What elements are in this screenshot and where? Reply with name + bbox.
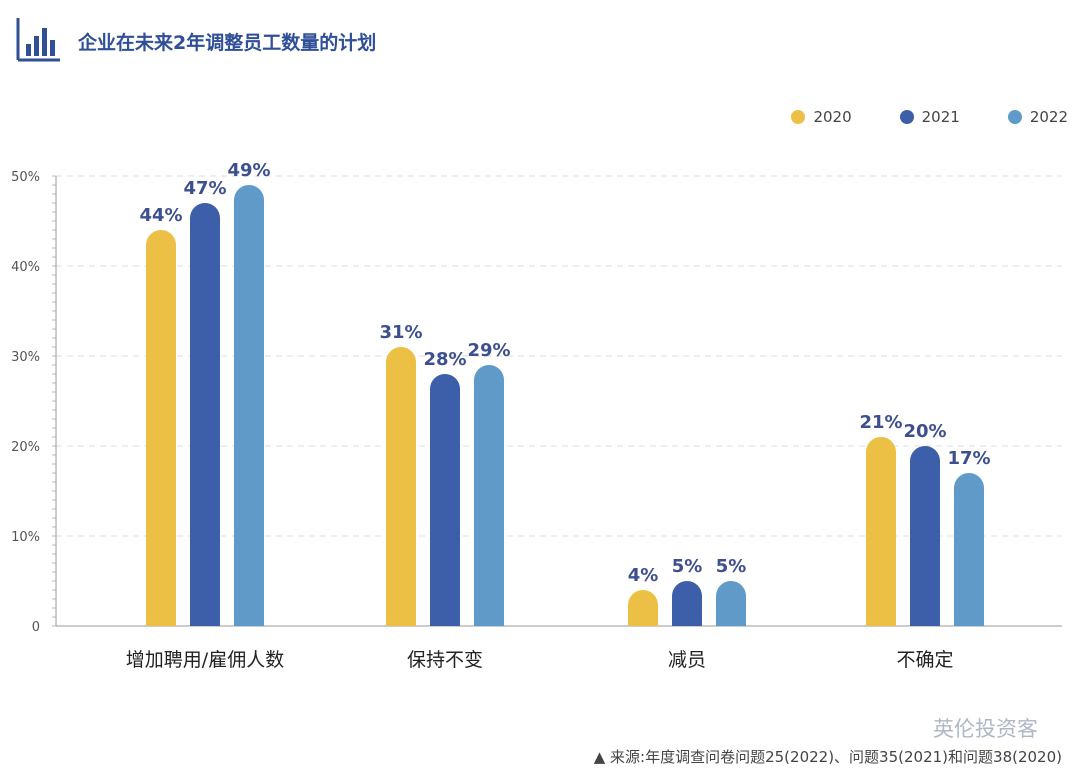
legend-label-2020: 2020 bbox=[813, 108, 852, 126]
legend-label-2021: 2021 bbox=[921, 108, 960, 126]
legend-marker-2020 bbox=[791, 110, 806, 124]
legend-marker-2022 bbox=[1007, 110, 1022, 124]
bar bbox=[430, 374, 460, 626]
bar bbox=[234, 185, 264, 626]
watermark: 英伦投资客 bbox=[933, 717, 1038, 741]
x-category-label: 不确定 bbox=[896, 649, 953, 671]
legend-item-2022: 2022 bbox=[1007, 108, 1068, 126]
source-note: ▲ 来源:年度调查问卷问题25(2022)、问题35(2021)和问题38(20… bbox=[593, 748, 1062, 766]
bar bbox=[954, 473, 984, 626]
data-label: 4% bbox=[628, 565, 659, 586]
bar bbox=[866, 437, 896, 626]
y-tick-label: 20% bbox=[11, 440, 40, 455]
data-label: 49% bbox=[227, 160, 270, 181]
data-label: 47% bbox=[183, 178, 226, 199]
bar bbox=[910, 446, 940, 626]
data-label: 28% bbox=[423, 349, 466, 370]
data-label: 21% bbox=[859, 412, 902, 433]
y-tick-label: 0 bbox=[32, 620, 40, 635]
legend-label-2022: 2022 bbox=[1029, 108, 1068, 126]
data-label: 5% bbox=[672, 556, 703, 577]
x-category-label: 减员 bbox=[668, 649, 706, 671]
x-category-label: 保持不变 bbox=[407, 649, 483, 671]
data-label: 20% bbox=[903, 421, 946, 442]
y-tick-label: 30% bbox=[11, 350, 40, 365]
y-tick-label: 50% bbox=[11, 170, 40, 185]
bar bbox=[386, 347, 416, 626]
bar bbox=[146, 230, 176, 626]
bar bbox=[190, 203, 220, 626]
data-label: 29% bbox=[467, 340, 510, 361]
chart-header: 企业在未来2年调整员工数量的计划 bbox=[0, 0, 1080, 80]
data-label: 5% bbox=[716, 556, 747, 577]
chart-title: 企业在未来2年调整员工数量的计划 bbox=[78, 32, 377, 54]
bar bbox=[628, 590, 658, 626]
y-tick-label: 40% bbox=[11, 260, 40, 275]
legend-item-2021: 2021 bbox=[899, 108, 960, 126]
chart-legend: 2020 2021 2022 bbox=[791, 108, 1068, 126]
data-label: 31% bbox=[379, 322, 422, 343]
bar-chart-icon bbox=[16, 18, 60, 62]
data-label: 17% bbox=[947, 448, 990, 469]
legend-marker-2021 bbox=[899, 110, 914, 124]
y-tick-label: 10% bbox=[11, 530, 40, 545]
bar bbox=[716, 581, 746, 626]
x-category-label: 增加聘用/雇佣人数 bbox=[126, 649, 284, 671]
legend-item-2020: 2020 bbox=[791, 108, 852, 126]
bar bbox=[672, 581, 702, 626]
data-label: 44% bbox=[139, 205, 182, 226]
bar bbox=[474, 365, 504, 626]
